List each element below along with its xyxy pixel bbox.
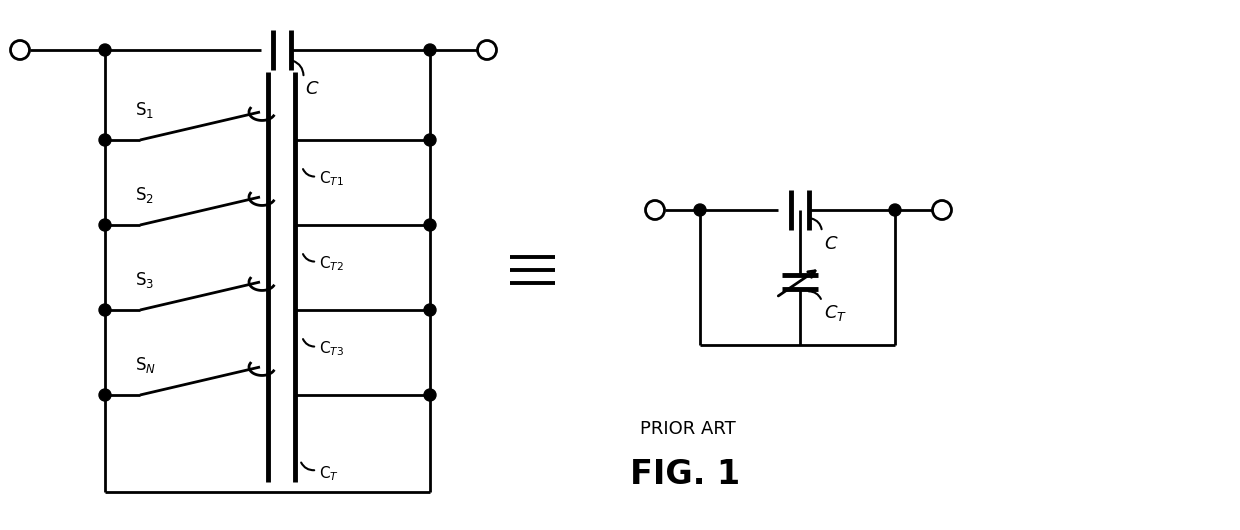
Circle shape	[889, 204, 901, 216]
Circle shape	[932, 200, 951, 219]
Text: C: C	[825, 235, 837, 253]
Text: C$_T$: C$_T$	[825, 304, 847, 323]
Text: C$_{T3}$: C$_{T3}$	[319, 339, 345, 358]
Text: S$_3$: S$_3$	[135, 270, 154, 290]
Text: C: C	[305, 80, 319, 98]
Text: S$_1$: S$_1$	[135, 100, 154, 120]
Circle shape	[424, 134, 436, 146]
Circle shape	[694, 204, 706, 216]
Circle shape	[424, 304, 436, 316]
Circle shape	[477, 40, 496, 59]
Text: PRIOR ART: PRIOR ART	[640, 420, 735, 438]
Text: S$_N$: S$_N$	[135, 355, 156, 375]
Circle shape	[99, 134, 112, 146]
Circle shape	[646, 200, 665, 219]
Circle shape	[424, 219, 436, 231]
Text: C$_T$: C$_T$	[319, 465, 339, 483]
Circle shape	[424, 44, 436, 56]
Circle shape	[10, 40, 30, 59]
Circle shape	[99, 304, 112, 316]
Circle shape	[424, 389, 436, 401]
Text: FIG. 1: FIG. 1	[630, 458, 740, 491]
Circle shape	[99, 389, 112, 401]
Text: S$_2$: S$_2$	[135, 185, 154, 205]
Circle shape	[99, 219, 112, 231]
Text: C$_{T1}$: C$_{T1}$	[319, 169, 343, 188]
Text: C$_{T2}$: C$_{T2}$	[319, 254, 343, 273]
Circle shape	[99, 44, 112, 56]
